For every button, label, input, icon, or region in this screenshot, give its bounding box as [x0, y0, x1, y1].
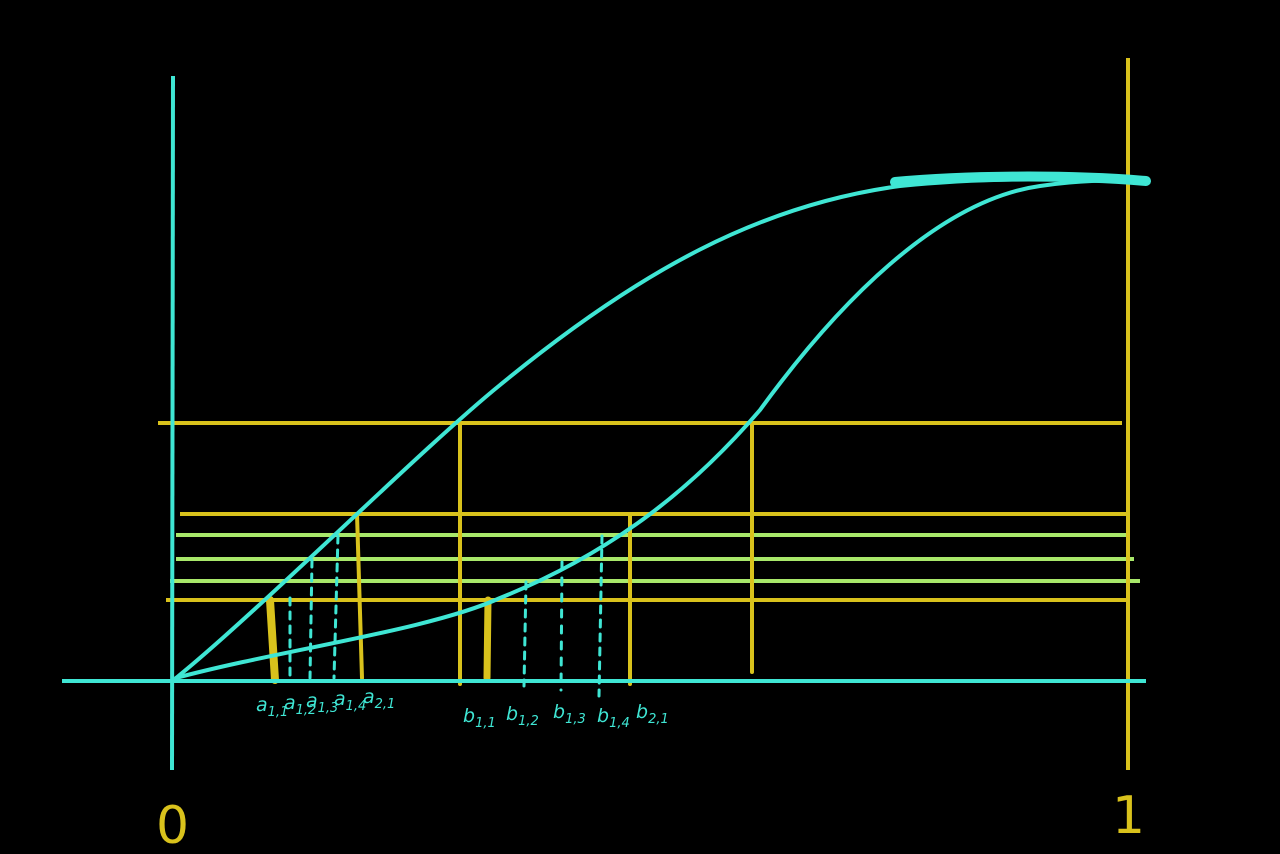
- curve-join-thick: [890, 171, 1151, 187]
- label-a14: a1,4: [334, 688, 366, 714]
- drop-line-a11: [266, 596, 279, 684]
- drop-line-b13: [559, 560, 564, 692]
- drop-line-a14: [332, 534, 340, 680]
- drop-line-b12: [522, 580, 528, 688]
- curves: [174, 171, 1151, 680]
- a-labels: a1,1 a1,2 a1,3 a1,4 a2,1: [256, 686, 395, 720]
- drop-line-b14: [597, 534, 604, 698]
- label-b21: b2,1: [636, 701, 669, 727]
- drop-lines: [266, 421, 754, 698]
- drop-line-a21: [355, 512, 364, 680]
- label-a12: a1,2: [284, 692, 316, 718]
- label-b12: b1,2: [506, 703, 539, 729]
- y-axis: [170, 75, 175, 771]
- label-b11: b1,1: [463, 705, 496, 731]
- label-b14: b1,4: [597, 705, 630, 731]
- label-b13: b1,3: [553, 701, 586, 727]
- label-a11: a1,1: [256, 694, 288, 720]
- drop-line-b11: [483, 596, 492, 682]
- b-labels: b1,1 b1,2 b1,3 b1,4 b2,1: [463, 701, 669, 731]
- axis-label-zero: 0: [156, 796, 189, 854]
- drop-line-a13: [308, 558, 314, 680]
- label-a13: a1,3: [306, 690, 338, 716]
- lower-curve: [174, 178, 1144, 680]
- label-a21: a2,1: [363, 686, 395, 712]
- axes: [62, 75, 1146, 771]
- axis-label-one: 1: [1112, 786, 1145, 846]
